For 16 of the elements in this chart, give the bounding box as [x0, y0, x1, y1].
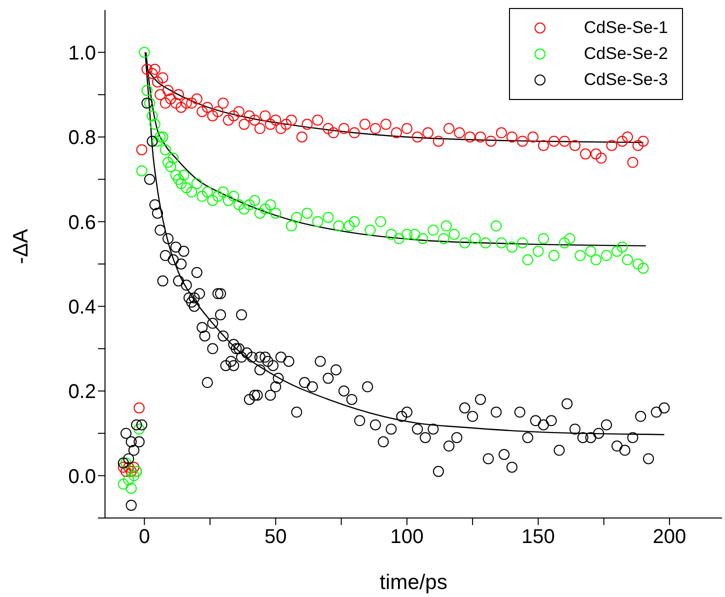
- legend-label: CdSe-Se-1: [584, 18, 668, 38]
- legend-label: CdSe-Se-3: [584, 70, 668, 90]
- legend-label: CdSe-Se-2: [584, 44, 668, 64]
- y-tick-label: 0.8: [68, 127, 96, 150]
- x-axis-title: time/ps: [380, 571, 448, 594]
- x-tick-label: 50: [264, 526, 287, 548]
- y-axis-title: -ΔA: [9, 228, 32, 264]
- x-tick-label: 200: [652, 526, 686, 548]
- x-tick-label: 150: [522, 526, 555, 548]
- y-tick-label: 0.2: [68, 381, 96, 404]
- x-tick-label: 0: [138, 526, 150, 548]
- y-tick-label: 0.6: [68, 212, 96, 234]
- y-tick-label: 1.0: [68, 42, 96, 64]
- y-tick-label: 0.4: [68, 296, 96, 318]
- x-tick-label: 100: [390, 526, 424, 548]
- y-tick-label: 0.0: [68, 466, 96, 488]
